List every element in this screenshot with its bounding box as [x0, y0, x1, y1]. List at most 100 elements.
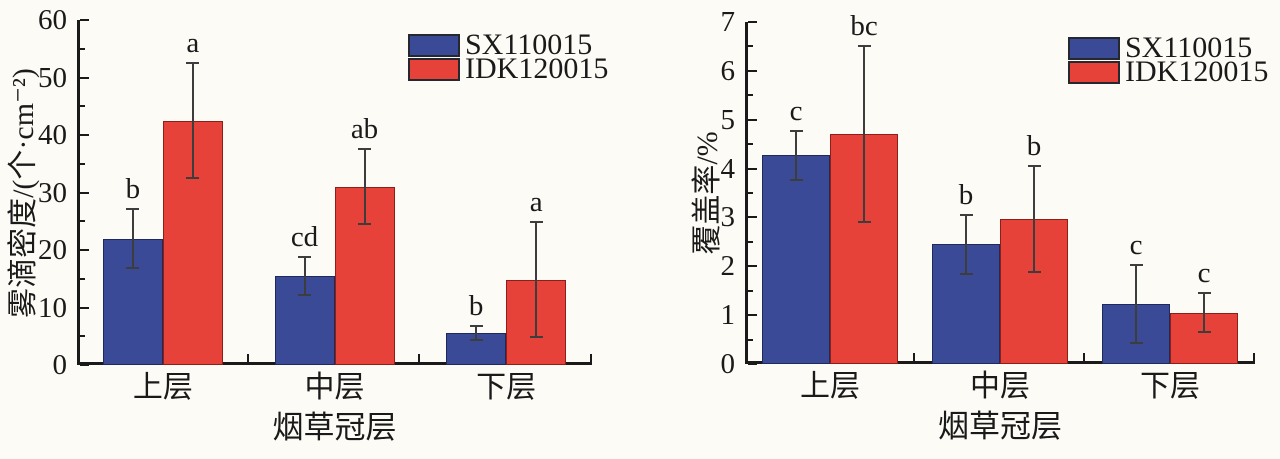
error-bar — [131, 208, 134, 269]
x-tick — [418, 354, 421, 362]
legend: SX110015 IDK120015 — [408, 28, 609, 85]
y-tick-label: 7 — [720, 6, 736, 38]
y-tick-label: 0 — [720, 348, 736, 380]
chart-droplet-density: 0 10 20 30 40 50 60 上层 中层 下层 b cd b a ab a 雾滴密度/(个·cm⁻²)… — [7, 4, 609, 445]
x-tick — [1253, 353, 1255, 361]
y-minor-tick — [748, 240, 753, 243]
sig-letter: a — [186, 27, 200, 60]
y-tick-label: 30 — [38, 176, 67, 209]
y-tick — [748, 314, 757, 317]
y-tick-label: 0 — [52, 349, 68, 381]
error-bar-cap — [186, 177, 200, 180]
sig-letter: b — [125, 172, 141, 205]
error-bar-cap — [126, 207, 140, 210]
y-tick-label: 10 — [38, 291, 67, 324]
error-bar-cap — [789, 129, 803, 132]
x-axis-label: 烟草冠层 — [272, 410, 397, 445]
sig-letter: b — [958, 178, 974, 211]
y-minor-tick — [748, 143, 753, 146]
y-tick — [748, 118, 757, 121]
y-tick-label: 60 — [38, 4, 67, 36]
error-bar-cap — [959, 213, 973, 216]
error-bar — [795, 130, 797, 180]
sig-letter: b — [1026, 130, 1042, 163]
legend-item: IDK120015 — [408, 52, 609, 85]
x-tick — [246, 354, 249, 362]
error-bar-cap — [959, 272, 973, 275]
y-tick-label: 40 — [38, 119, 67, 151]
error-bar-cap — [1197, 331, 1211, 334]
y-minor-tick — [748, 192, 753, 194]
y-minor-tick — [748, 289, 753, 292]
sig-letter: c — [1129, 229, 1143, 262]
category-label: 中层 — [970, 370, 1030, 403]
error-bar — [475, 325, 478, 340]
error-bar-cap — [298, 294, 311, 297]
y-tick-label: 20 — [38, 234, 67, 266]
error-bar-cap — [1197, 292, 1211, 295]
legend-item: SX110015 — [408, 28, 608, 61]
error-bar-cap — [1027, 165, 1041, 168]
error-bar-cap — [857, 45, 871, 48]
sig-letter: c — [789, 94, 803, 127]
y-tick — [748, 363, 757, 365]
error-bar-cap — [126, 267, 140, 270]
error-bar-cap — [529, 336, 543, 339]
category-label: 下层 — [1140, 370, 1200, 403]
x-tick — [1083, 353, 1085, 361]
sig-letter: cd — [290, 221, 319, 254]
legend: SX110015 IDK120015 — [1068, 33, 1269, 88]
y-tick-label: 1 — [720, 299, 736, 332]
y-tick — [80, 249, 89, 251]
error-bar-cap — [298, 256, 311, 259]
y-tick — [80, 134, 89, 136]
error-bar-cap — [789, 178, 803, 181]
y-tick — [748, 69, 757, 72]
y-minor-tick — [80, 277, 85, 280]
y-minor-tick — [80, 162, 85, 165]
error-bar — [535, 222, 538, 338]
error-bar-cap — [358, 148, 371, 151]
x-tick — [590, 354, 592, 362]
legend-item: SX110015 — [1068, 33, 1268, 63]
legend-swatch-idk120015 — [1068, 60, 1120, 84]
y-minor-tick — [748, 338, 753, 341]
chart-coverage-rate: 0 1 2 3 4 5 6 7 上层 中层 下层 c b c bc b c 覆盖率/% 烟草冠层 SX110015 ID… — [640, 0, 1280, 459]
sig-letter: bc — [850, 10, 878, 43]
y-tick-label: 6 — [720, 54, 736, 87]
error-bar — [303, 257, 306, 296]
error-bar — [1135, 265, 1137, 344]
y-tick — [748, 265, 757, 268]
legend-swatch-sx110015 — [408, 33, 460, 57]
y-tick — [748, 21, 757, 23]
y-tick — [80, 19, 89, 21]
y-tick-label: 3 — [720, 201, 736, 234]
legend-label: SX110015 — [465, 28, 593, 61]
error-bar — [1033, 166, 1035, 272]
y-tick — [80, 364, 89, 366]
y-minor-tick — [80, 47, 85, 50]
legend-swatch-sx110015 — [1068, 36, 1120, 60]
category-label: 中层 — [304, 371, 365, 404]
y-tick — [80, 76, 89, 79]
category-label: 下层 — [476, 371, 537, 404]
error-bar — [363, 149, 366, 225]
legend-label: IDK120015 — [465, 52, 609, 85]
y-tick-label: 50 — [38, 61, 67, 94]
y-tick — [80, 191, 89, 194]
error-bar-cap — [469, 324, 483, 327]
y-tick — [748, 167, 757, 170]
y-minor-tick — [80, 335, 85, 338]
legend-item: IDK120015 — [1068, 55, 1269, 88]
error-bar — [1203, 293, 1205, 333]
y-minor-tick — [80, 220, 85, 223]
sig-letter: c — [1197, 257, 1211, 290]
sig-letter: ab — [350, 113, 379, 146]
error-bar-cap — [1129, 342, 1143, 345]
legend-label: IDK120015 — [1125, 55, 1269, 88]
error-bar-cap — [529, 221, 543, 224]
error-bar-cap — [857, 221, 871, 224]
error-bar — [191, 63, 194, 179]
y-minor-tick — [80, 105, 85, 108]
